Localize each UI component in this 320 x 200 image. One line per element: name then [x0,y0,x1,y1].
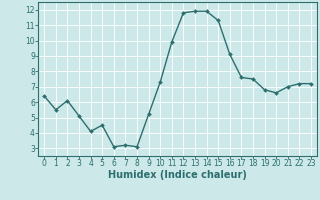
X-axis label: Humidex (Indice chaleur): Humidex (Indice chaleur) [108,170,247,180]
